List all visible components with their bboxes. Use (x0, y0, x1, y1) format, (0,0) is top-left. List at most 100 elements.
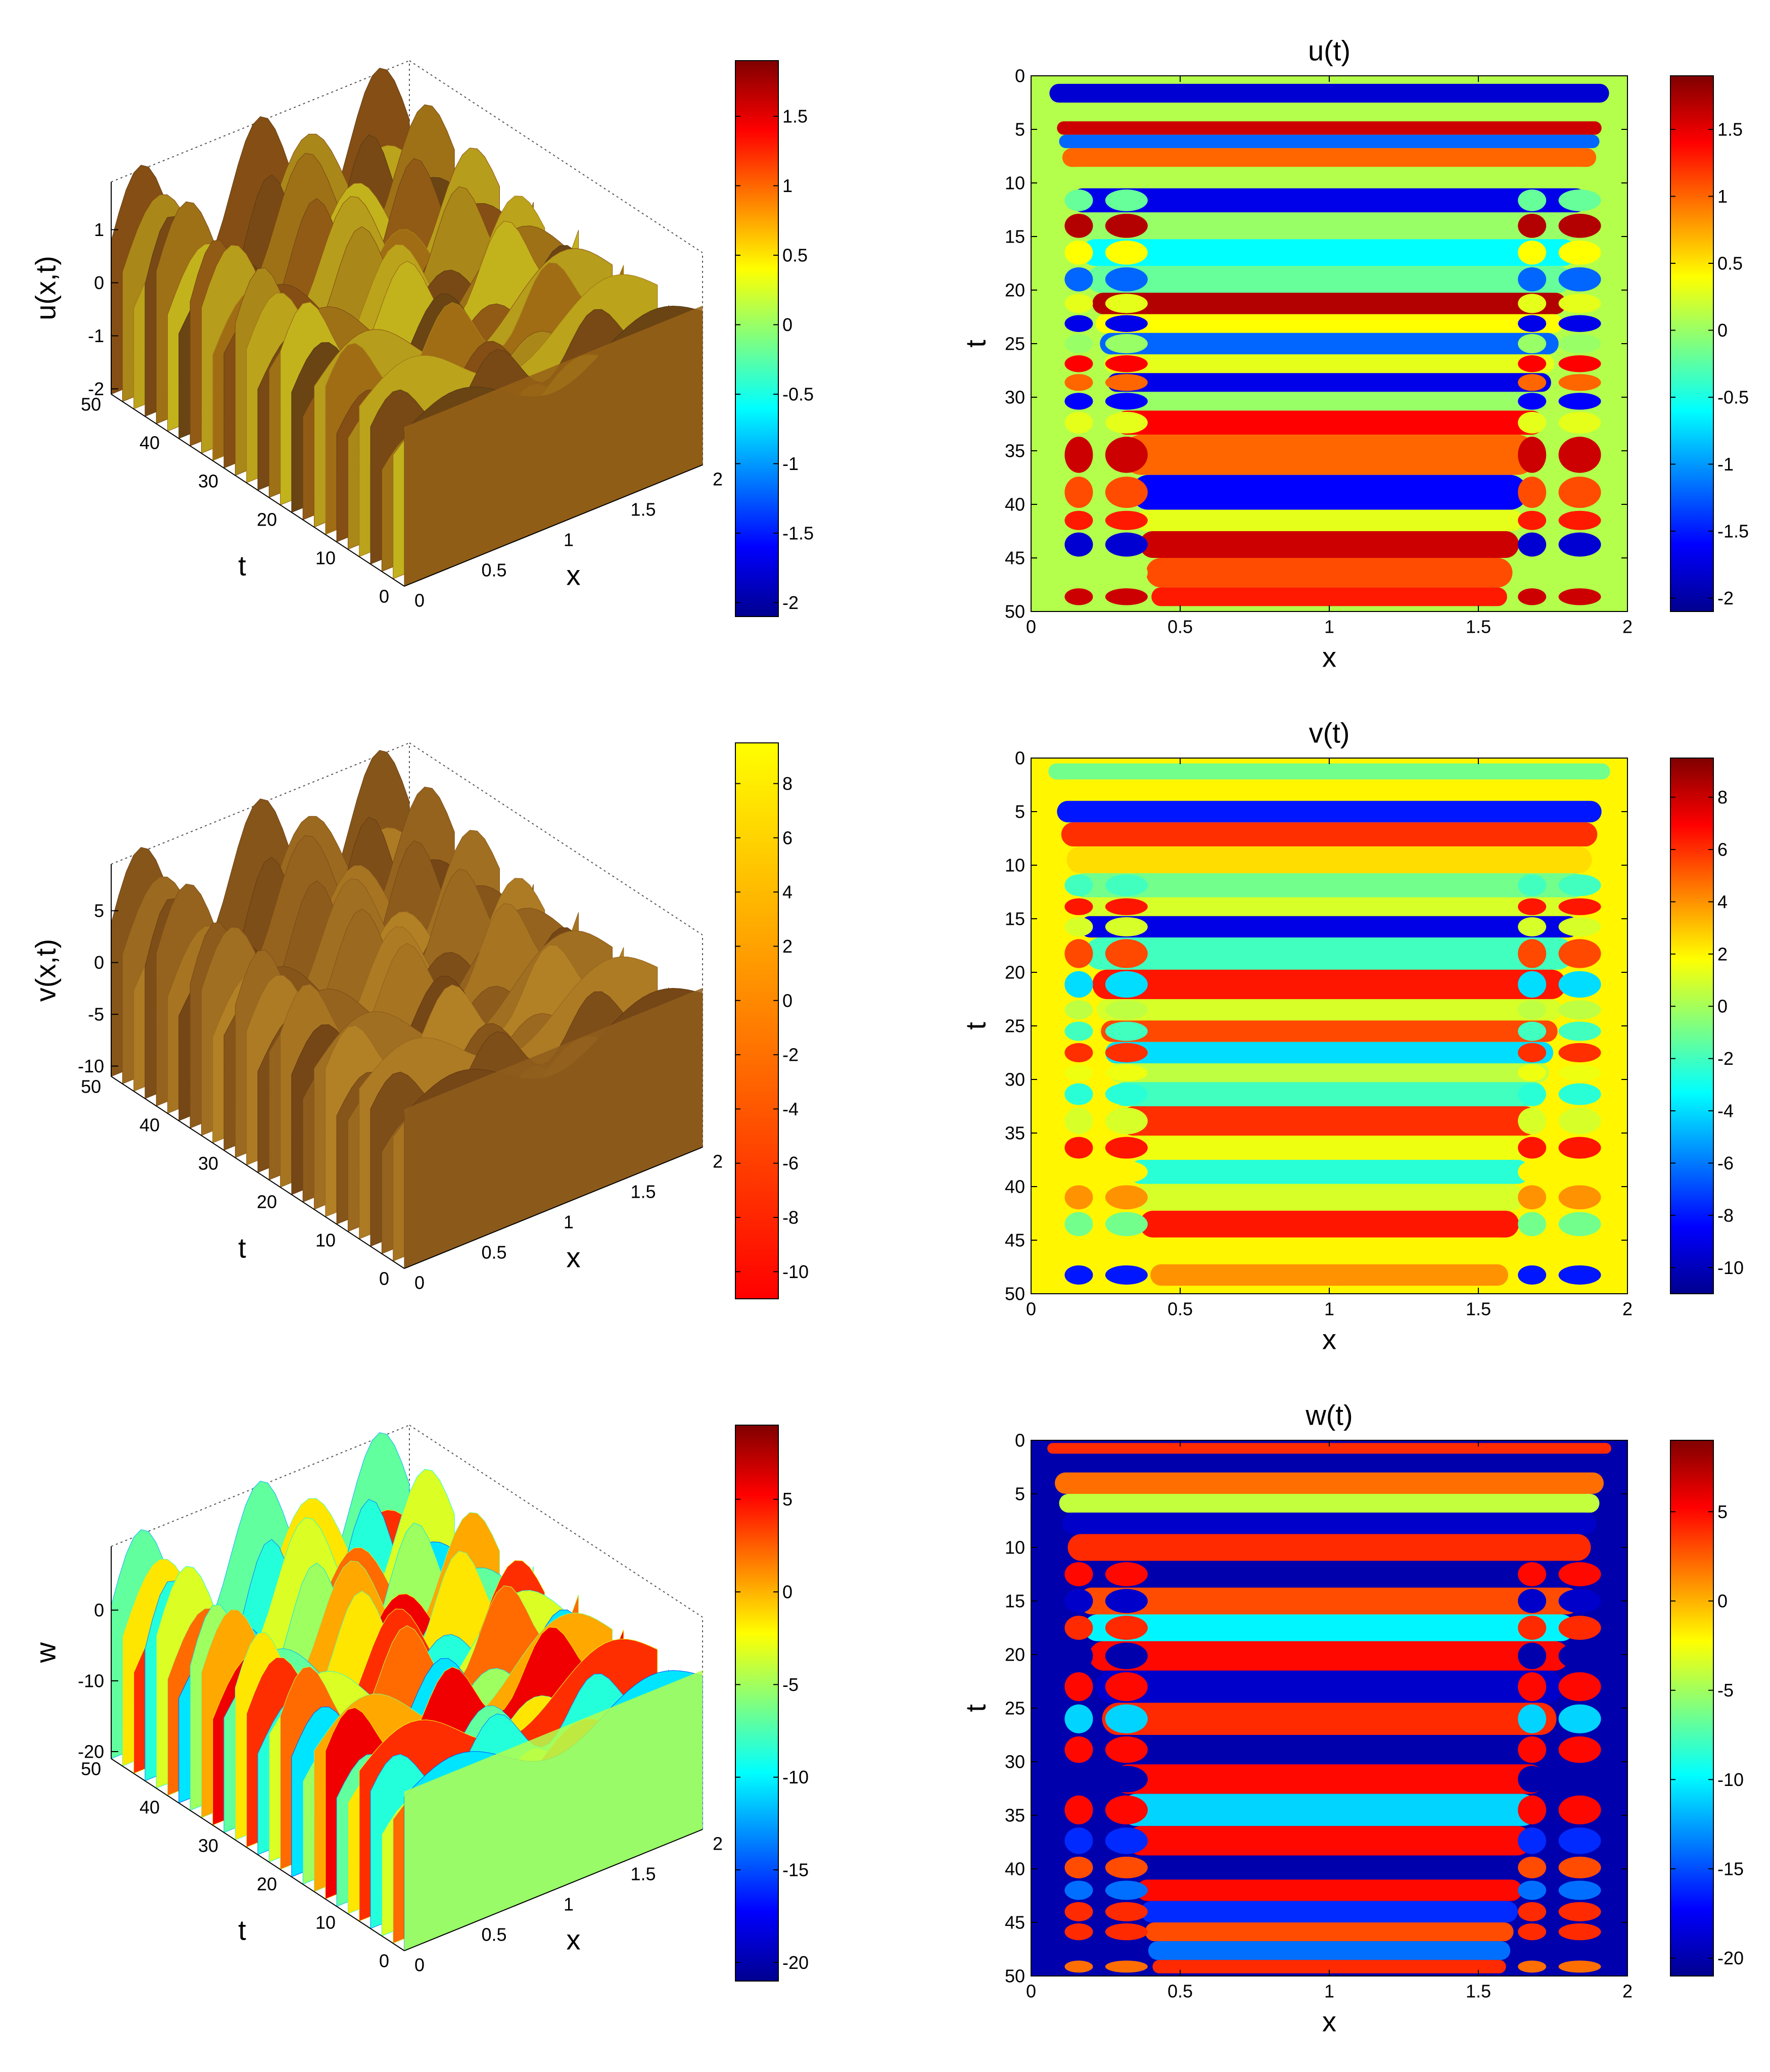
heatmap-band (1132, 1855, 1527, 1880)
colorbar (1670, 1440, 1714, 1976)
t-tick-label: 50 (81, 1759, 101, 1779)
colorbar-tick-label: -0.5 (782, 384, 814, 405)
heatmap-cell (1105, 1021, 1148, 1041)
heatmap-cell (1064, 1589, 1093, 1613)
heatmap-cell (1064, 315, 1093, 332)
colorbar-tick-label: -5 (782, 1674, 799, 1695)
heatmap-cell (1518, 588, 1547, 605)
y-tick-label: 0 (1015, 66, 1025, 86)
t-tick-label: 30 (198, 1153, 218, 1174)
t-tick-label: 40 (139, 1115, 160, 1136)
colorbar-tick-label: -15 (782, 1860, 809, 1880)
heatmap-cell (1064, 559, 1093, 586)
heatmap-band (1089, 1641, 1570, 1671)
heatmap-band (1131, 475, 1528, 510)
z-tick-label: 0 (94, 952, 104, 973)
heatmap-cell (1558, 1736, 1601, 1763)
heatmap-band (1107, 373, 1551, 392)
heatmap-cell (1518, 267, 1547, 292)
heatmap-cell (1064, 510, 1093, 530)
colorbar (1670, 758, 1714, 1294)
z-axis-label: v(x,t) (30, 939, 62, 1002)
z-tick-label: -10 (78, 1671, 104, 1691)
heatmap-cell (1518, 1672, 1547, 1702)
heatmap-cell (1064, 240, 1093, 265)
heatmap-cell (1558, 1137, 1601, 1159)
heatmap-cell (1518, 1212, 1547, 1237)
t-tick-label: 50 (81, 1076, 101, 1097)
heatmap-cell (1518, 1064, 1547, 1081)
t-tick-label: 10 (315, 548, 336, 569)
x-tick-label: 0 (414, 590, 425, 611)
heatmap-cell (1558, 334, 1601, 354)
colorbar-tick-label: -5 (1717, 1680, 1734, 1701)
heatmap-cell (1105, 1736, 1148, 1763)
heatmap-cell (1518, 189, 1547, 211)
x-tick-label: 1 (564, 1212, 574, 1233)
y-tick-label: 50 (1005, 1284, 1025, 1304)
z-tick-label: 5 (94, 901, 104, 921)
heatmap-band (1067, 1534, 1591, 1561)
heatmap-cell (1558, 1562, 1601, 1586)
y-tick-label: 35 (1005, 1123, 1025, 1144)
colorbar-tick-label: -2 (782, 1045, 799, 1065)
heatmap-cell (1064, 1239, 1093, 1263)
heatmap-cell (1064, 1856, 1093, 1878)
heatmap-band (1134, 1184, 1524, 1211)
surface-front (404, 988, 703, 1268)
heatmap-cell (1558, 1107, 1601, 1135)
chart-title: u(t) (1308, 35, 1350, 67)
heatmap-cell (1064, 1795, 1093, 1825)
heatmap-cell (1518, 477, 1547, 508)
y-axis-label: t (960, 340, 992, 348)
x-tick-label: 1.5 (1466, 1981, 1491, 2002)
heatmap-cell (1105, 971, 1148, 998)
heatmap-cell (1105, 315, 1148, 332)
colorbar-tick-label: 1 (1717, 186, 1728, 207)
heatmap-cell (1105, 1856, 1148, 1878)
heatmap-cell (1105, 1960, 1148, 1973)
heatmap-cell (1558, 315, 1601, 332)
heatmap-band (1052, 779, 1606, 801)
x-tick-label: 1 (564, 1894, 574, 1915)
heatmap-cell (1105, 510, 1148, 530)
heatmap-band (1112, 1082, 1546, 1106)
heatmap-band (1048, 763, 1610, 780)
colorbar-tick-label: -2 (1717, 588, 1734, 608)
heatmap-cell (1518, 393, 1547, 410)
heatmap-cell (1558, 1766, 1601, 1793)
colorbar-tick-label: -20 (1717, 1948, 1744, 1968)
heatmap-cell (1105, 1795, 1148, 1825)
heatmap-band (1085, 937, 1574, 970)
heatmap-band (1070, 188, 1588, 213)
heatmap-cell (1518, 1942, 1547, 1959)
x-tick-label: 1 (564, 530, 574, 550)
heatmap-cell (1064, 1562, 1093, 1586)
heatmap-band (1049, 83, 1609, 103)
heatmap-cell (1105, 1043, 1148, 1063)
y-tick-label: 15 (1005, 226, 1025, 247)
heatmap-cell (1064, 1185, 1093, 1210)
heatmap-cell (1558, 1021, 1601, 1041)
heatmap-cell (1064, 1616, 1093, 1640)
heatmap-cell (1518, 411, 1547, 434)
y-tick-label: 35 (1005, 1805, 1025, 1826)
t-tick-label: 20 (257, 509, 277, 530)
y-tick-label: 40 (1005, 494, 1025, 515)
colorbar-tick-label: 4 (782, 882, 793, 903)
y-tick-label: 45 (1005, 548, 1025, 569)
chart-title: v(t) (1309, 717, 1350, 749)
heatmap-band (1087, 266, 1572, 293)
heatmap-cell (1064, 1827, 1093, 1854)
heatmap-band (1127, 1826, 1532, 1856)
y-axis-label: t (960, 1704, 992, 1712)
colorbar-tick-label: 8 (782, 773, 793, 794)
heatmap-cell (1105, 1589, 1148, 1613)
x-tick-label: 0 (1026, 1981, 1036, 2002)
chart-title: w(t) (1305, 1399, 1353, 1431)
heatmap-cell (1518, 898, 1547, 915)
t-axis (111, 1076, 405, 1269)
heatmap-band (1092, 969, 1566, 999)
heatmap-band (1084, 1614, 1575, 1641)
heatmap-cell (1558, 1083, 1601, 1105)
